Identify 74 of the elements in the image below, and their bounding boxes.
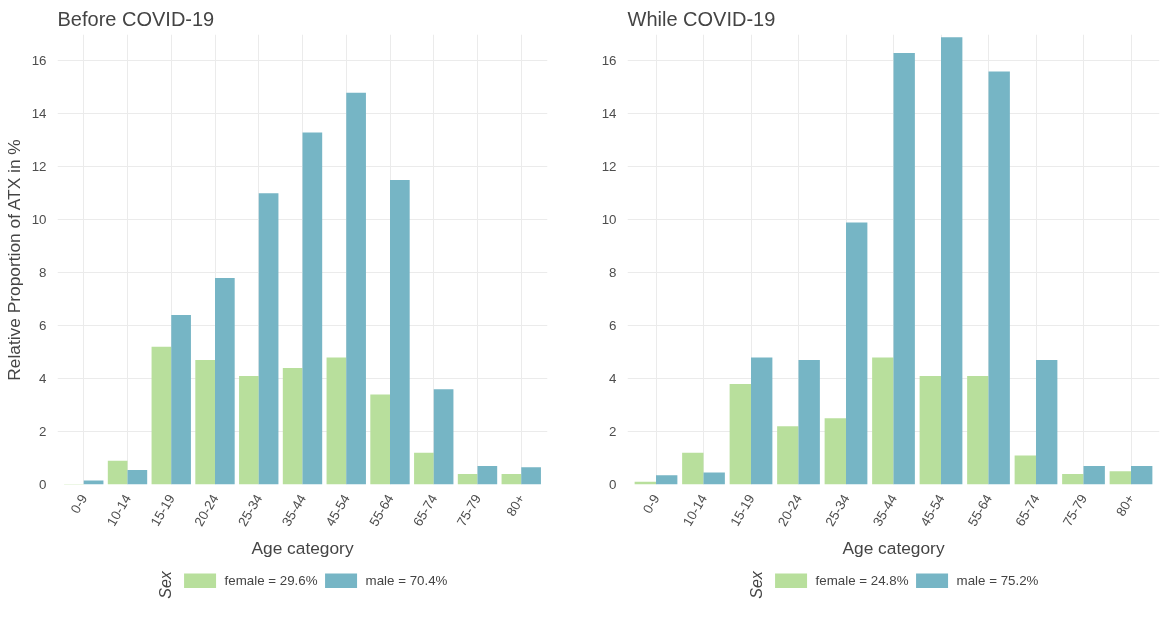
legend-title: Sex [156, 571, 175, 599]
bar [326, 357, 347, 485]
bar [751, 357, 773, 485]
bar [1109, 471, 1131, 485]
legend-label: male = 75.2% [956, 572, 1039, 588]
bar [1131, 465, 1153, 485]
bar [988, 71, 1010, 485]
bar [941, 37, 963, 485]
y-tick-label: 4 [39, 371, 48, 387]
bar [501, 473, 522, 485]
bar [1083, 465, 1105, 485]
y-tick-label: 12 [31, 159, 47, 175]
bar [729, 383, 751, 485]
bar [151, 346, 172, 485]
bar [239, 375, 259, 485]
bar [893, 53, 915, 485]
y-tick-label: 6 [39, 318, 47, 334]
x-tick-label: 0-9 [639, 491, 663, 516]
bar [346, 92, 366, 485]
x-axis-title: Age category [251, 537, 354, 558]
legend-label: male = 70.4% [365, 572, 448, 588]
bar [682, 452, 704, 485]
bar [1062, 473, 1084, 485]
y-tick-label: 4 [609, 371, 618, 387]
y-tick-label: 0 [609, 477, 617, 492]
legend-title: Sex [747, 571, 766, 599]
chart-title: While COVID-19 [627, 7, 776, 30]
x-tick-label: 0-9 [67, 491, 91, 516]
y-tick-label: 10 [601, 212, 617, 228]
y-tick-label: 2 [609, 424, 617, 440]
bar [370, 394, 390, 485]
bar [872, 357, 894, 485]
legend-label: female = 24.8% [815, 572, 909, 588]
y-tick-label: 14 [601, 106, 618, 122]
bar [107, 460, 128, 485]
x-axis-title: Age category [842, 537, 945, 558]
bar [414, 452, 434, 485]
bar [477, 465, 498, 485]
y-axis-title: Relative Proportion of ATX in % [3, 139, 24, 381]
bar [390, 180, 410, 485]
bar [195, 360, 215, 485]
y-tick-label: 16 [601, 53, 617, 69]
y-tick-label: 6 [609, 318, 617, 334]
bar [171, 315, 191, 485]
y-tick-label: 8 [609, 265, 617, 281]
chart-title: Before COVID-19 [57, 7, 215, 30]
y-tick-label: 2 [39, 424, 47, 440]
bar [656, 475, 678, 485]
bar [1036, 360, 1058, 485]
bar [521, 467, 541, 485]
y-tick-label: 14 [31, 106, 48, 122]
x-tick-label: 80+ [503, 491, 528, 519]
bar [433, 389, 454, 485]
bar [798, 360, 820, 485]
bar [846, 222, 868, 485]
y-tick-label: 0 [39, 477, 47, 492]
y-tick-label: 12 [601, 159, 617, 175]
y-tick-label: 16 [31, 53, 47, 69]
legend-label: female = 29.6% [224, 572, 318, 588]
bar [457, 473, 478, 485]
bar [215, 278, 235, 485]
bar [967, 375, 989, 485]
bar [282, 368, 303, 485]
bar [777, 426, 799, 485]
y-tick-label: 8 [39, 265, 47, 281]
bar [919, 375, 941, 485]
bar [824, 418, 846, 485]
y-tick-label: 10 [31, 212, 47, 228]
x-tick-label: 80+ [1113, 491, 1138, 519]
bar [1014, 455, 1036, 485]
bar [302, 132, 323, 485]
bar [703, 472, 725, 485]
bar [258, 193, 279, 485]
bar [127, 469, 148, 485]
